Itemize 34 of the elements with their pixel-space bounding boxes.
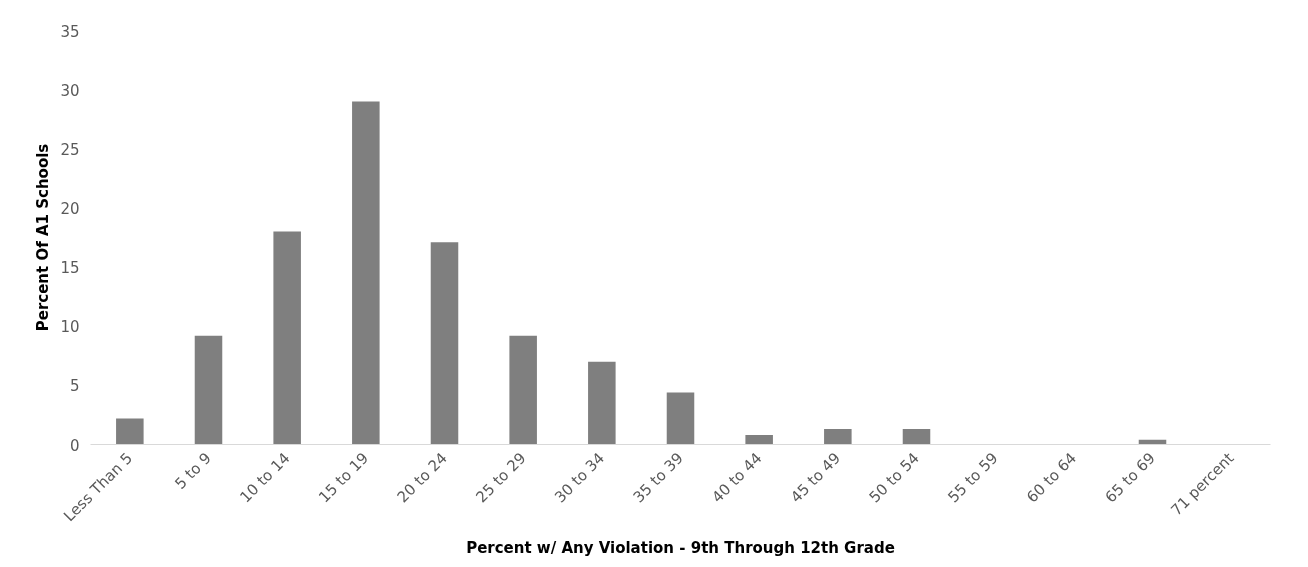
y-tick-label: 30: [60, 81, 80, 100]
x-tick-label: 10 to 14: [236, 449, 294, 507]
bar: [588, 361, 616, 445]
x-tick-label: 40 to 44: [708, 449, 766, 507]
bar: [509, 335, 537, 445]
x-tick-label: 30 to 34: [551, 449, 609, 507]
bar: [824, 429, 852, 445]
x-tick-label: 65 to 69: [1101, 449, 1159, 507]
bar: [902, 429, 931, 445]
bar: [666, 392, 695, 445]
x-axis-title: Percent w/ Any Violation - 9th Through 12th Grade: [466, 539, 895, 558]
bar: [745, 435, 773, 445]
x-tick-label: 5 to 9: [171, 449, 215, 493]
y-tick-label: 10: [60, 318, 80, 337]
x-tick-label: 15 to 19: [315, 449, 373, 507]
y-tick-label: 0: [69, 436, 80, 455]
bar: [430, 242, 459, 445]
y-axis-title: Percent Of A1 Schools: [34, 143, 53, 332]
bar: [273, 231, 301, 445]
y-tick-label: 5: [69, 377, 80, 396]
x-tick-label: 20 to 24: [393, 449, 451, 507]
x-tick-label: 50 to 54: [865, 449, 923, 507]
bar: [352, 101, 380, 445]
y-tick-label: 20: [60, 199, 80, 218]
y-tick-label: 15: [60, 259, 80, 278]
bar: [194, 335, 223, 445]
x-tick-label: 55 to 59: [944, 449, 1002, 507]
x-tick-label: 45 to 49: [787, 449, 845, 507]
y-tick-label: 25: [60, 140, 80, 159]
x-tick-label: 60 to 64: [1023, 449, 1081, 507]
bar: [116, 418, 144, 445]
y-tick-label: 35: [60, 22, 80, 41]
x-tick-label: 25 to 29: [472, 449, 530, 507]
x-tick-label: 35 to 39: [629, 449, 687, 507]
